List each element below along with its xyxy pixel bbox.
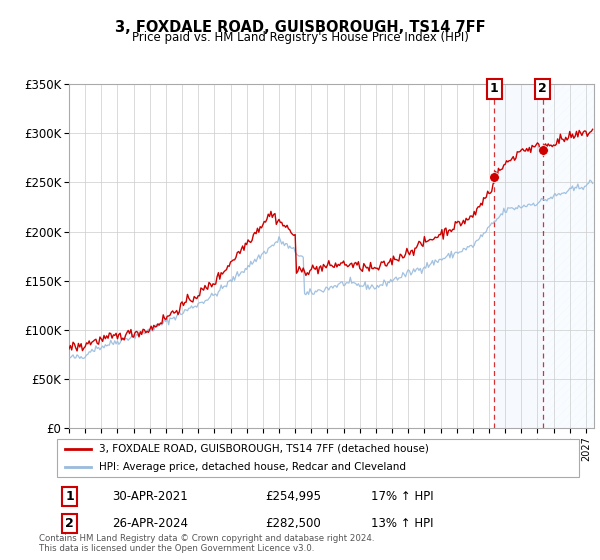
Text: 3, FOXDALE ROAD, GUISBOROUGH, TS14 7FF: 3, FOXDALE ROAD, GUISBOROUGH, TS14 7FF (115, 20, 485, 35)
Text: £282,500: £282,500 (265, 517, 321, 530)
Text: 1: 1 (65, 490, 74, 503)
Bar (543, 84, 594, 428)
Text: Price paid vs. HM Land Registry's House Price Index (HPI): Price paid vs. HM Land Registry's House … (131, 31, 469, 44)
Text: 30-APR-2021: 30-APR-2021 (112, 490, 188, 503)
Text: 2: 2 (65, 517, 74, 530)
Bar (494, 84, 543, 428)
Text: 17% ↑ HPI: 17% ↑ HPI (371, 490, 433, 503)
Text: £254,995: £254,995 (265, 490, 321, 503)
Text: 3, FOXDALE ROAD, GUISBOROUGH, TS14 7FF (detached house): 3, FOXDALE ROAD, GUISBOROUGH, TS14 7FF (… (99, 444, 429, 454)
FancyBboxPatch shape (56, 439, 580, 477)
Text: HPI: Average price, detached house, Redcar and Cleveland: HPI: Average price, detached house, Redc… (99, 462, 406, 472)
Text: 2: 2 (538, 82, 547, 95)
Text: 1: 1 (490, 82, 499, 95)
Text: 26-APR-2024: 26-APR-2024 (112, 517, 188, 530)
Text: Contains HM Land Registry data © Crown copyright and database right 2024.
This d: Contains HM Land Registry data © Crown c… (39, 534, 374, 553)
Text: 13% ↑ HPI: 13% ↑ HPI (371, 517, 433, 530)
